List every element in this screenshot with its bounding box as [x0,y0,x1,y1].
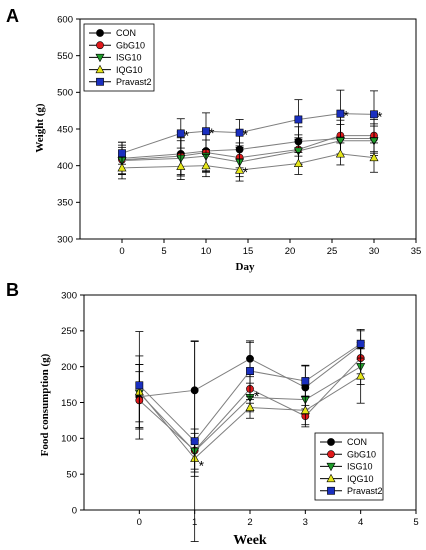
data-point-pravast2 [135,381,144,390]
data-point-iqg10 [369,152,379,162]
panel-b-legend: CON GbG10 ISG10 IQG10 Pravast2 [314,432,384,501]
data-point-pravast2 [294,115,303,124]
data-point-pravast2 [301,377,310,385]
panel-b-axes: 012345050100150200250300 [61,290,419,528]
panel-a-series [117,89,379,182]
y-tick-label: 300 [57,234,73,245]
y-tick-label: 550 [57,51,73,62]
significance-marker: * [343,108,349,124]
legend-label: IQG10 [347,474,374,484]
data-point-isg10 [293,147,303,156]
data-point-pravast2 [235,128,244,137]
panel-a-xlabel: Day [236,261,255,273]
data-point-pravast2 [356,339,365,348]
data-point-iqg10 [245,402,255,412]
panel-a-label: A [6,6,19,26]
x-tick-label: 10 [201,246,212,257]
panel-b-series [134,328,366,542]
significance-marker: * [243,164,249,180]
y-tick-label: 100 [61,434,77,445]
significance-marker: * [184,127,190,143]
data-point-iqg10 [335,149,345,158]
data-point-pravast2 [190,437,199,446]
data-point-pravast2 [370,110,378,119]
data-point-iqg10 [356,371,366,380]
data-point-iqg10 [117,163,127,172]
y-tick-label: 50 [66,469,77,480]
legend-marker-isg10 [326,462,336,472]
data-point-pravast2 [202,127,210,136]
panel-a-annotations: * * * * * * [184,108,383,180]
legend-marker-isg10 [95,53,105,63]
legend-marker-iqg10 [95,64,105,74]
legend-label: CON [347,437,367,447]
legend-marker-gbg10 [96,41,104,50]
x-tick-label: 3 [303,517,308,528]
x-tick-label: 5 [413,517,418,528]
panel-b-ylabel: Food consumption (g) [39,353,51,456]
y-tick-label: 300 [61,290,77,301]
panel-a-legend: CON GbG10 ISG10 IQG10 Pravast2 [83,23,155,92]
x-tick-label: 0 [119,246,124,257]
data-point-pravast2 [246,367,254,375]
legend-label: Pravast2 [347,486,383,496]
x-tick-label: 25 [327,246,338,257]
data-point-iqg10 [293,158,303,167]
legend-label: Pravast2 [116,77,152,87]
legend-label: IQG10 [116,65,143,75]
legend-label: ISG10 [116,53,142,63]
data-point-iqg10 [201,160,211,170]
series-line-isg10 [121,140,374,163]
panel-a-ylabel: Weight (g) [34,103,46,153]
panel-b-label: B [6,280,19,300]
significance-marker: * [377,108,383,124]
panel-a-axes: 0 5 10 15 20 25 30 35 300 350 400 450 500 550 600 [57,14,421,257]
data-point-pravast2 [118,149,126,158]
data-point-iqg10 [235,165,245,174]
panel-b-xlabel: Week [233,533,267,548]
data-point-isg10 [335,137,345,146]
legend-marker-con [96,29,104,37]
x-tick-label: 5 [161,246,166,257]
panel-b-annotations: ** [199,388,260,474]
y-tick-label: 400 [57,161,73,172]
y-tick-label: 450 [57,124,73,135]
legend-marker-con [327,438,335,446]
significance-marker: * [209,125,215,141]
x-tick-label: 15 [243,246,254,257]
significance-marker: * [199,457,205,473]
y-tick-label: 200 [61,362,77,373]
significance-marker: * [254,388,260,404]
data-point-pravast2 [336,109,345,118]
y-tick-label: 0 [72,505,77,516]
x-tick-label: 20 [285,246,296,257]
legend-marker-iqg10 [326,473,336,483]
significance-marker: * [243,127,249,143]
data-point-pravast2 [176,129,185,138]
legend-label: CON [116,28,136,38]
y-tick-label: 150 [61,398,77,409]
x-tick-label: 2 [247,517,252,528]
x-tick-label: 35 [411,246,422,257]
legend-marker-pravast2 [96,77,104,86]
y-tick-label: 500 [57,88,73,99]
legend-label: GbG10 [347,449,376,459]
legend-label: ISG10 [347,462,373,472]
x-tick-label: 0 [137,517,142,528]
legend-marker-gbg10 [327,450,335,459]
legend-label: GbG10 [116,40,145,50]
x-tick-label: 4 [358,517,363,528]
data-point-iqg10 [300,405,310,414]
legend-marker-pravast2 [327,486,335,495]
x-tick-label: 30 [369,246,380,257]
panel-b: B 012345050100150200250300 ** CONGbG10IS… [6,280,419,548]
y-tick-label: 600 [57,14,73,25]
y-tick-label: 350 [57,198,73,209]
y-tick-label: 250 [61,326,77,337]
data-point-iqg10 [176,161,186,170]
